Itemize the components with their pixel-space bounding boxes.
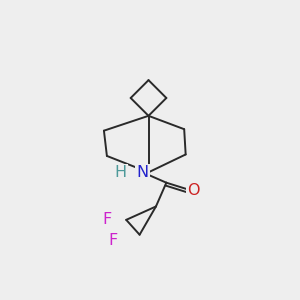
Text: F: F <box>108 233 118 248</box>
Text: N: N <box>136 165 148 180</box>
Text: F: F <box>102 212 112 227</box>
Text: O: O <box>188 183 200 198</box>
Text: H: H <box>114 165 126 180</box>
